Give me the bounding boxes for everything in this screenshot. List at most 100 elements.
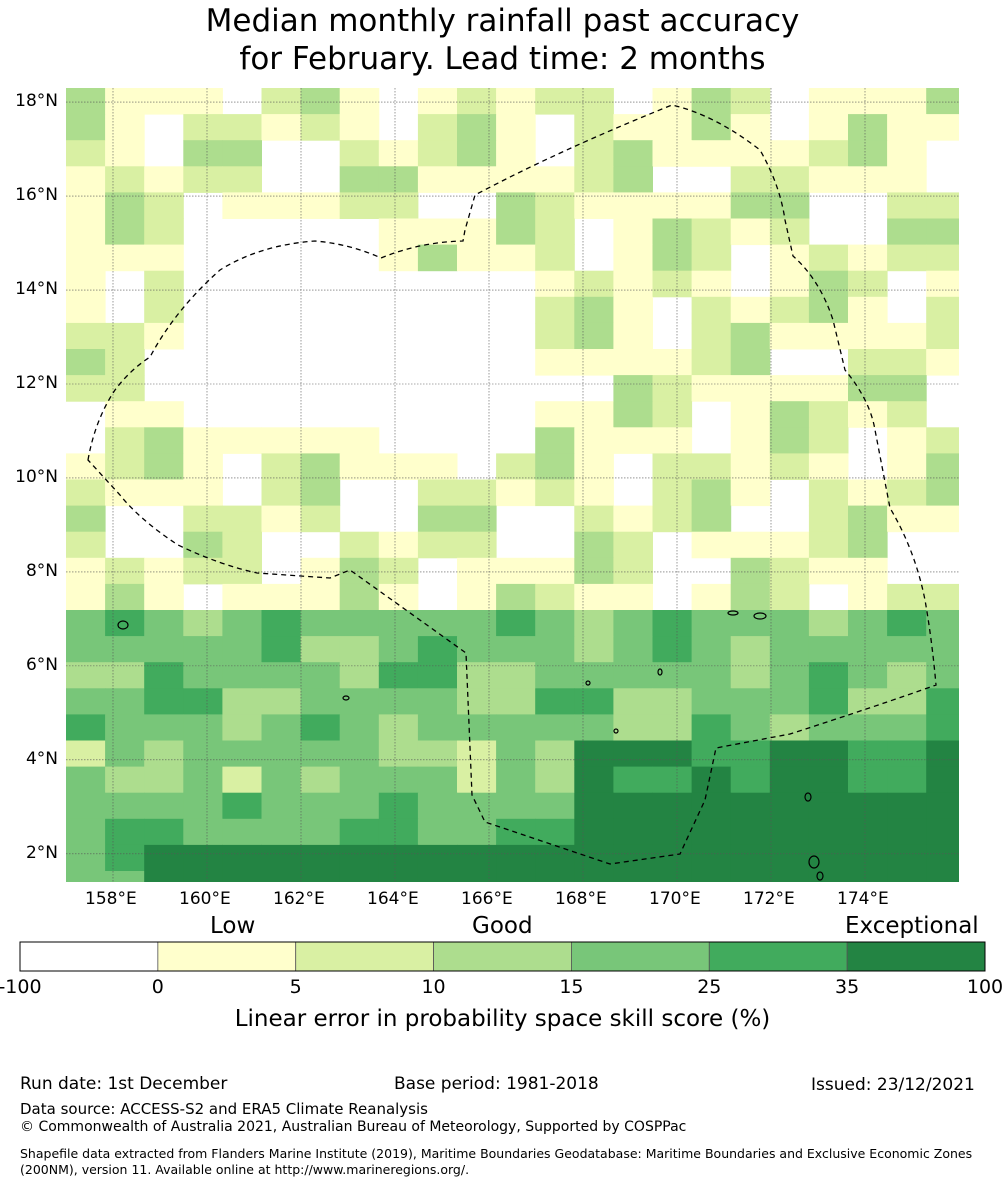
- latitude-tick-label: 8°N: [25, 560, 58, 581]
- skill-cell: [378, 244, 419, 272]
- legend-swatch: [708, 941, 848, 972]
- skill-cell: [691, 479, 732, 507]
- skill-cell: [378, 636, 419, 663]
- skill-cell: [769, 662, 810, 689]
- skill-cell: [848, 844, 888, 872]
- skill-cell: [574, 610, 614, 637]
- skill-cell: [652, 662, 693, 689]
- legend-swatch: [571, 941, 710, 972]
- skill-cell: [887, 688, 927, 715]
- skill-cell: [378, 531, 419, 559]
- skill-cell: [457, 505, 497, 533]
- skill-cell: [613, 427, 653, 454]
- skill-cell: [887, 244, 927, 272]
- skill-cell: [730, 88, 771, 115]
- skill-cell: [535, 714, 575, 741]
- skill-cell: [613, 140, 653, 167]
- skill-cell: [613, 740, 653, 768]
- skill-cell: [105, 401, 145, 428]
- skill-cell: [574, 140, 614, 167]
- skill-cell: [887, 401, 927, 428]
- skill-cell: [769, 557, 810, 585]
- skill-cell: [613, 610, 653, 637]
- skill-cell: [848, 114, 888, 141]
- skill-cell: [339, 166, 380, 193]
- skill-cell: [808, 662, 849, 689]
- skill-cell: [574, 636, 614, 663]
- skill-cell: [691, 714, 732, 741]
- skill-cell: [769, 453, 810, 480]
- skill-cell: [66, 636, 106, 663]
- skill-cell: [652, 140, 693, 167]
- skill-cell: [887, 766, 927, 794]
- skill-cell: [457, 88, 497, 115]
- skill-cell: [730, 871, 771, 882]
- skill-cell: [535, 662, 575, 689]
- longitude-tick-label: 162°E: [273, 889, 325, 909]
- skill-cell: [300, 88, 341, 115]
- skill-cell: [535, 479, 575, 507]
- skill-cell: [144, 583, 184, 611]
- skill-cell: [613, 583, 653, 611]
- skill-cell: [730, 114, 771, 141]
- skill-cell: [339, 766, 380, 794]
- skill-cell: [887, 818, 927, 846]
- skill-cell: [496, 583, 536, 611]
- skill-cell: [300, 792, 341, 820]
- skill-cell: [105, 740, 145, 768]
- skill-cell: [574, 88, 614, 115]
- skill-cell: [339, 453, 380, 480]
- skill-cell: [613, 792, 653, 820]
- skill-cell: [222, 766, 262, 794]
- skill-cell: [261, 453, 302, 480]
- skill-cell: [378, 792, 419, 820]
- skill-cell: [848, 818, 888, 846]
- skill-cell: [887, 140, 927, 167]
- skill-cell: [574, 583, 614, 611]
- skill-cell: [691, 322, 732, 350]
- skill-cell: [339, 610, 380, 637]
- skill-cell: [926, 818, 959, 846]
- skill-cell: [417, 610, 458, 637]
- skill-cell: [574, 114, 614, 141]
- skill-cell: [222, 740, 262, 768]
- skill-cell: [144, 766, 184, 794]
- skill-cell: [848, 610, 888, 637]
- skill-cell: [339, 740, 380, 768]
- skill-cell: [261, 662, 302, 689]
- skill-cell: [535, 166, 575, 193]
- skill-cell: [378, 662, 419, 689]
- skill-cell: [808, 270, 849, 298]
- skill-cell: [535, 192, 575, 219]
- skill-cell: [417, 740, 458, 768]
- skill-cell: [261, 766, 302, 794]
- skill-cell: [496, 792, 536, 820]
- skill-cell: [66, 218, 106, 246]
- skill-cell: [730, 375, 771, 402]
- skill-cell: [300, 871, 341, 882]
- skill-cell: [769, 844, 810, 872]
- legend-tick-label: 25: [697, 976, 722, 998]
- data-source: Data source: ACCESS-S2 and ERA5 Climate …: [20, 1100, 428, 1118]
- skill-cell: [769, 818, 810, 846]
- skill-cell: [105, 166, 145, 193]
- skill-cell: [66, 453, 106, 480]
- skill-cell: [457, 114, 497, 141]
- skill-cell: [66, 375, 106, 402]
- legend-swatch: [433, 941, 572, 972]
- skill-cell: [613, 871, 653, 882]
- skill-cell: [144, 610, 184, 637]
- skill-cell: [66, 610, 106, 637]
- skill-cell: [261, 88, 302, 115]
- skill-cell: [887, 583, 927, 611]
- skill-cell: [378, 766, 419, 794]
- skill-cell: [691, 531, 732, 559]
- skill-cell: [926, 740, 959, 768]
- skill-cell: [300, 479, 341, 507]
- skill-cell: [848, 140, 888, 167]
- skill-cell: [261, 636, 302, 663]
- skill-cell: [848, 662, 888, 689]
- skill-cell: [691, 740, 732, 768]
- skill-cell: [652, 114, 693, 141]
